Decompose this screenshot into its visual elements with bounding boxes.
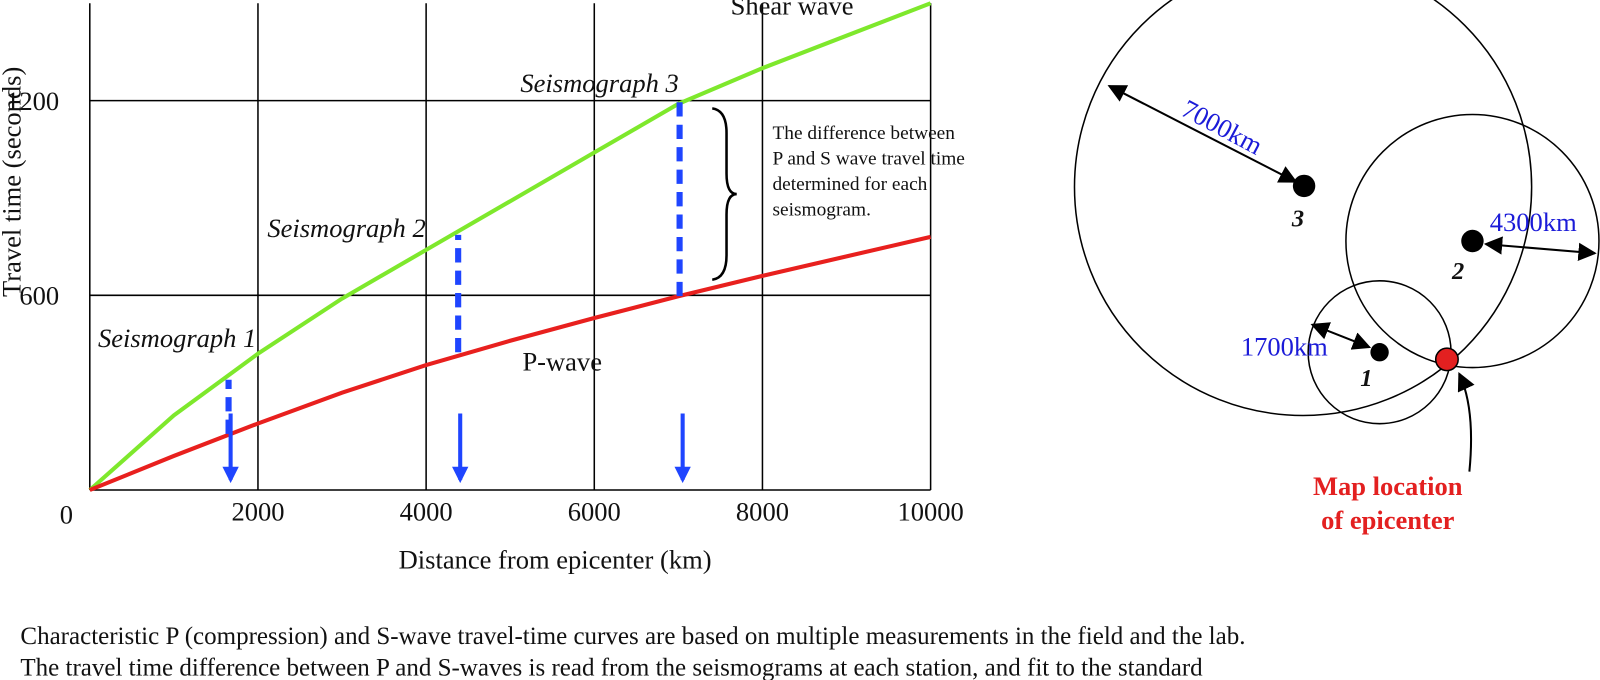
- differences: [225, 102, 683, 434]
- station-arrows: [222, 413, 691, 484]
- y-axis-label: Travel time (seconds): [0, 67, 26, 297]
- x-axis-label: Distance from epicenter (km): [399, 545, 712, 575]
- note: determined for each: [772, 174, 927, 195]
- station-label: 1: [1360, 365, 1372, 392]
- series-line: [88, 1, 932, 492]
- x-tick-label: 4000: [400, 497, 453, 527]
- y-tick-label: 0: [60, 500, 73, 530]
- distance: 4300km: [1490, 207, 1577, 237]
- y-tick-label: 1200: [6, 86, 59, 116]
- curve-label: P-wave: [522, 347, 602, 377]
- note: The difference between: [772, 123, 955, 144]
- epicenter: [1434, 347, 1459, 372]
- x-tick-label: 2000: [231, 497, 284, 527]
- station: [1461, 229, 1484, 253]
- caption: Characteristic P (compression) and S-wav…: [20, 623, 1245, 650]
- pointer: [1457, 372, 1475, 472]
- chart: 0 600 1200 2000 4000 6000 8000 10000: [6, 1, 964, 530]
- station-label: 2: [1451, 258, 1464, 285]
- brace: [711, 107, 737, 282]
- station-label: 3: [1291, 206, 1304, 233]
- epicenter-label: Map location: [1313, 471, 1463, 501]
- curve-label: Shear wave: [731, 0, 854, 20]
- station: [1370, 343, 1389, 362]
- distance: 7000km: [1177, 93, 1268, 160]
- series-line: [89, 234, 932, 492]
- caption: The travel time difference between P and…: [20, 655, 1203, 680]
- station: [1292, 174, 1316, 198]
- annotation: Seismograph 2: [267, 213, 425, 243]
- distance: 1700km: [1241, 331, 1328, 361]
- x-tick-label: 6000: [568, 497, 621, 527]
- x-tick-label: 8000: [736, 497, 789, 527]
- epicenter-label: of epicenter: [1321, 505, 1454, 535]
- y-tick-label: 600: [19, 280, 59, 310]
- note: P and S wave travel time: [772, 148, 964, 169]
- radius-arrows: [1107, 85, 1597, 350]
- annotation: Seismograph 3: [520, 68, 678, 98]
- annotation: Seismograph 1: [98, 323, 256, 353]
- note: seismogram.: [772, 200, 870, 221]
- x-tick-label: 10000: [897, 497, 963, 527]
